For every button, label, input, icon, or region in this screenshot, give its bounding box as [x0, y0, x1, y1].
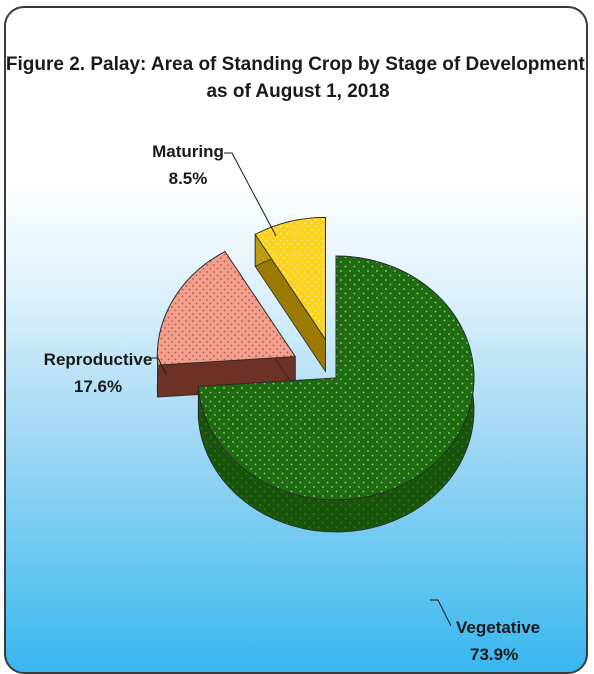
- slice-label-vegetative: Vegetative: [456, 618, 540, 637]
- slice-label-reproductive: Reproductive: [44, 350, 153, 369]
- pie-slice-top: [197, 255, 475, 501]
- slice-value-maturing: 8.5%: [169, 169, 208, 188]
- slice-value-vegetative: 73.9%: [470, 645, 518, 664]
- chart-title: Figure 2. Palay: Area of Standing Crop b…: [6, 54, 586, 75]
- pie-slice-top: [254, 216, 326, 341]
- chart-subtitle: as of August 1, 2018: [206, 81, 389, 102]
- pie-slice-reproductive: [156, 250, 297, 398]
- pie-labels: Vegetative 73.9% Reproductive 17.6% Maturing…: [44, 142, 540, 664]
- leader-line-maturing: [224, 152, 277, 237]
- pie-slice-top: [156, 251, 297, 366]
- pie-slice-vegetative: [197, 255, 475, 533]
- chart-frame: Figure 2. Palay: Area of Standing Crop b…: [4, 6, 588, 674]
- pie-slice-maturing: [254, 216, 326, 373]
- leader-line-vegetative: [430, 599, 452, 627]
- leader-line-reproductive: [150, 357, 167, 375]
- pie-slices: [156, 216, 475, 533]
- slice-label-maturing: Maturing: [152, 142, 224, 161]
- slice-value-reproductive: 17.6%: [74, 377, 122, 396]
- pie-chart: Figure 2. Palay: Area of Standing Crop b…: [6, 54, 586, 664]
